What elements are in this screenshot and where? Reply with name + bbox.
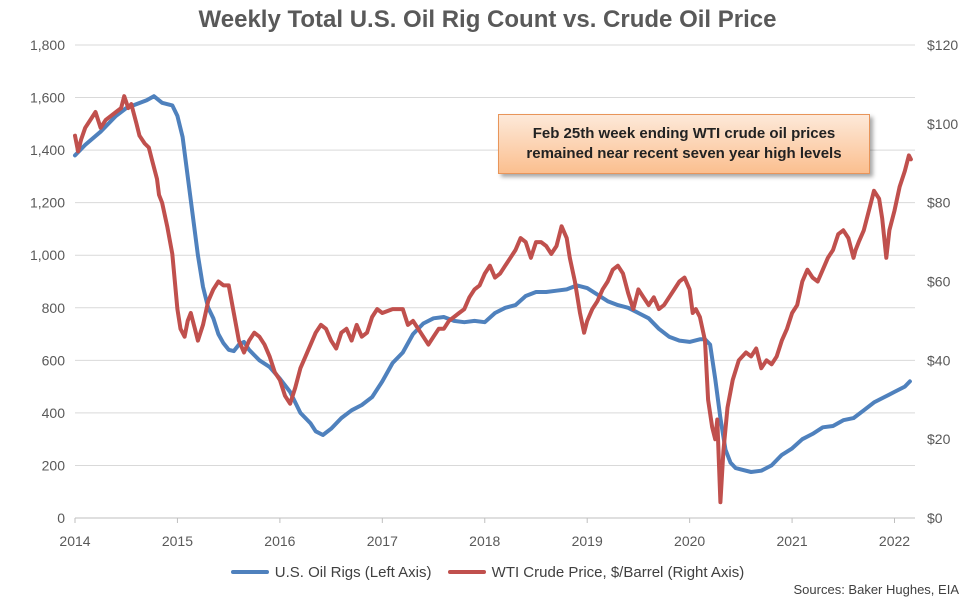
legend-item-rigs: U.S. Oil Rigs (Left Axis) <box>230 563 432 581</box>
y-left-tick-label: 600 <box>42 352 66 368</box>
y-left-tick-label: 0 <box>57 510 65 526</box>
x-tick-label: 2015 <box>162 533 193 549</box>
legend-swatch-wti <box>447 570 486 574</box>
x-tick-label: 2019 <box>572 533 603 549</box>
chart-title: Weekly Total U.S. Oil Rig Count vs. Crud… <box>198 6 777 33</box>
x-tick-label: 2022 <box>879 533 910 549</box>
y-left-tick-label: 400 <box>42 405 66 421</box>
y-left-tick-label: 200 <box>42 457 66 473</box>
x-tick-label: 2020 <box>674 533 705 549</box>
y-right-tick-label: $60 <box>927 274 951 290</box>
series-layer <box>73 94 913 505</box>
legend-swatch-rigs <box>230 570 269 574</box>
gridlines <box>75 44 915 519</box>
legend-item-wti: WTI Crude Price, $/Barrel (Right Axis) <box>447 563 745 581</box>
y-left-tick-label: 800 <box>42 300 66 316</box>
y-right-tick-label: $120 <box>927 37 958 53</box>
y-right-tick-label: $100 <box>927 116 958 132</box>
x-tick-label: 2014 <box>59 533 90 549</box>
y-left-tick-label: 1,800 <box>30 37 65 53</box>
y-left-tick-label: 1,400 <box>30 142 65 158</box>
x-tick-label: 2021 <box>776 533 807 549</box>
legend-label-rigs: U.S. Oil Rigs (Left Axis) <box>274 563 432 581</box>
y-left-tick-label: 1,000 <box>30 247 65 263</box>
x-axis-ticks: 2014 2015 2016 2017 2018 2019 2020 2021 2022 <box>59 518 910 549</box>
annotation-line-2: remained near recent seven year high lev… <box>526 145 842 162</box>
annotation-line-1: Feb 25th week ending WTI crude oil price… <box>532 125 836 142</box>
legend: U.S. Oil Rigs (Left Axis) WTI Crude Pric… <box>0 561 975 581</box>
source-note: Sources: Baker Hughes, EIA <box>793 582 959 597</box>
y-right-tick-label: $20 <box>927 431 951 447</box>
y-right-tick-label: $80 <box>927 195 951 211</box>
annotation-box: Feb 25th week ending WTI crude oil price… <box>498 114 870 174</box>
y-left-tick-label: 1,200 <box>30 195 65 211</box>
y-right-tick-label: $0 <box>927 510 943 526</box>
left-axis-ticks: 0 200 400 600 800 1,000 1,200 1,400 1,600 1,800 <box>30 37 65 526</box>
right-axis-ticks: $0 $20 $40 $60 $80 $100 $120 <box>927 37 958 526</box>
series-line-wti <box>73 94 913 505</box>
x-tick-label: 2017 <box>367 533 398 549</box>
legend-label-wti: WTI Crude Price, $/Barrel (Right Axis) <box>491 563 745 581</box>
y-right-tick-label: $40 <box>927 352 951 368</box>
y-left-tick-label: 1,600 <box>30 90 65 106</box>
x-tick-label: 2016 <box>264 533 295 549</box>
x-tick-label: 2018 <box>469 533 500 549</box>
